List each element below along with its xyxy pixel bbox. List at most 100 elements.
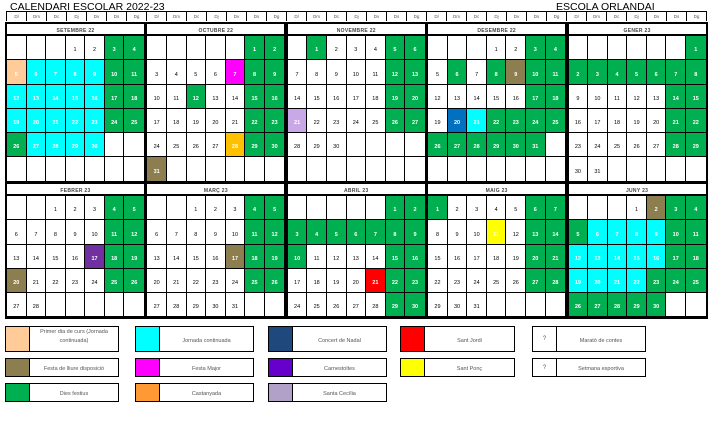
day-cell: 12: [264, 220, 285, 245]
day-cell: 8: [686, 60, 706, 85]
day-cell: 27: [447, 133, 468, 158]
day-cell: 13: [405, 60, 425, 85]
day-cell: 30: [405, 293, 425, 318]
month-title: ABRIL 23: [287, 184, 425, 196]
day-cell: [588, 196, 608, 221]
day-cell: 3: [104, 36, 125, 61]
day-cell: 5: [568, 220, 589, 245]
legend-item: Festa Major: [135, 358, 254, 377]
day-cell: 6: [588, 220, 608, 245]
day-cell: [264, 293, 285, 318]
day-cell: [385, 133, 406, 158]
day-cell: 11: [104, 220, 125, 245]
day-cell: [307, 196, 327, 221]
day-cell: [666, 157, 687, 182]
day-cell: 18: [686, 244, 706, 269]
day-cell: 2: [65, 196, 86, 221]
day-cell: [385, 157, 406, 182]
weekday-label: Dg: [267, 11, 287, 21]
day-cell: 29: [486, 133, 507, 158]
day-cell: [307, 157, 327, 182]
day-cell: 9: [65, 220, 86, 245]
day-cell: 24: [666, 268, 687, 294]
day-cell: 7: [287, 60, 308, 85]
month-title: FEBRER 23: [7, 184, 144, 196]
day-cell: [326, 196, 347, 221]
day-cell: 10: [526, 60, 546, 85]
day-cell: [486, 293, 507, 318]
day-cell: 12: [326, 244, 347, 269]
day-cell: 23: [264, 108, 285, 134]
day-cell: [666, 293, 687, 318]
day-cell: [526, 157, 546, 182]
day-cell: 15: [46, 244, 66, 269]
calendar-title: CALENDARI ESCOLAR 2022-23: [10, 1, 165, 13]
day-cell: [506, 293, 527, 318]
legend-swatch: [136, 384, 160, 401]
day-cell: 28: [545, 268, 566, 294]
day-cell: 13: [447, 84, 468, 109]
day-cell: 27: [206, 133, 226, 158]
day-cell: [366, 196, 386, 221]
day-cell: 11: [245, 220, 265, 245]
day-cell: 28: [166, 293, 187, 318]
day-cell: 23: [447, 268, 468, 294]
weekday-label: Ds: [107, 11, 127, 21]
day-cell: 16: [568, 108, 589, 134]
day-cell: 21: [467, 108, 487, 134]
weekday-label: Dm: [167, 11, 187, 21]
day-cell: 28: [467, 133, 487, 158]
day-cell: 24: [104, 108, 125, 134]
day-cell: 8: [65, 60, 86, 85]
day-cell: 18: [104, 244, 125, 269]
day-cell: [245, 157, 265, 182]
day-cell: [686, 157, 706, 182]
legend-item: ? Marató de contes: [532, 326, 646, 352]
day-cell: 25: [307, 293, 327, 318]
day-cell: 6: [206, 60, 226, 85]
day-cell: [225, 157, 246, 182]
day-cell: 18: [486, 244, 507, 269]
day-cell: 4: [307, 220, 327, 245]
day-cell: 19: [506, 244, 527, 269]
day-cell: [467, 157, 487, 182]
weekday-label: Dm: [27, 11, 47, 21]
day-cell: 14: [46, 84, 66, 109]
day-cell: 10: [346, 60, 367, 85]
weekday-label: Dl: [147, 11, 167, 21]
day-cell: 29: [385, 293, 406, 318]
weekday-label: Dm: [587, 11, 607, 21]
legend-label: Sant Jordi: [457, 338, 482, 344]
day-cell: 23: [405, 268, 425, 294]
day-cell: 12: [186, 84, 207, 109]
day-cell: 31: [588, 157, 608, 182]
day-cell: 31: [225, 293, 246, 318]
day-cell: 20: [206, 108, 226, 134]
day-cell: 16: [405, 244, 425, 269]
day-cell: 8: [627, 220, 647, 245]
day-cell: 26: [506, 268, 527, 294]
weekday-label: Dj: [347, 11, 367, 21]
day-cell: 28: [26, 293, 47, 318]
legend-label: Festa de lliure disposició: [43, 366, 105, 372]
day-cell: [166, 157, 187, 182]
day-cell: 1: [428, 196, 448, 221]
day-cell: 29: [307, 133, 327, 158]
legend-swatch: [401, 359, 425, 376]
day-cell: 3: [346, 36, 367, 61]
day-cell: 21: [26, 268, 47, 294]
day-cell: 17: [526, 84, 546, 109]
weekday-label: Dj: [67, 11, 87, 21]
day-cell: 21: [607, 268, 628, 294]
day-cell: 9: [326, 60, 347, 85]
day-cell: 12: [627, 84, 647, 109]
day-cell: 19: [7, 108, 27, 134]
school-name: ESCOLA ORLANDAI: [556, 1, 655, 13]
day-cell: [65, 157, 86, 182]
day-cell: 9: [405, 220, 425, 245]
day-cell: [104, 293, 125, 318]
day-cell: 13: [7, 244, 27, 269]
day-cell: 14: [166, 244, 187, 269]
day-cell: 26: [186, 133, 207, 158]
weekday-label: Dl: [287, 11, 307, 21]
